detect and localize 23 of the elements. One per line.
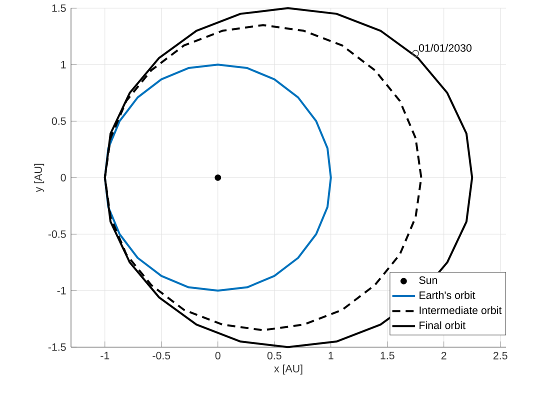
x-axis-title: x [AU] [274,364,302,374]
y-tick-label: 0.5 [52,117,66,125]
line-series [104,64,332,292]
x-tick-label: -1 [100,352,110,360]
x-tick-label: 1.5 [380,352,394,360]
legend-label: Earth's orbit [420,291,476,299]
y-axis-title: y [AU] [34,164,44,192]
y-tick-label: 1 [61,60,66,68]
y-tick-label: -0.5 [48,230,66,238]
x-tick-label: 2 [441,352,446,360]
legend-label: Final orbit [420,321,466,330]
annotation: 01/01/2030 [418,44,472,52]
y-tick-label: -1.5 [48,343,66,351]
x-tick-label: 0 [215,352,220,360]
x-tick-label: -0.5 [152,352,170,360]
x-tick-label: 0.5 [267,352,282,360]
y-tick-label: -1 [57,286,66,294]
legend-label: Sun [419,276,438,284]
y-tick-label: 1.5 [52,4,66,12]
y-tick-label: 0 [60,174,66,182]
x-tick-label: 1 [328,352,334,360]
legend-label: Intermediate orbit [420,306,502,314]
x-tick-label: 2.5 [493,352,508,360]
